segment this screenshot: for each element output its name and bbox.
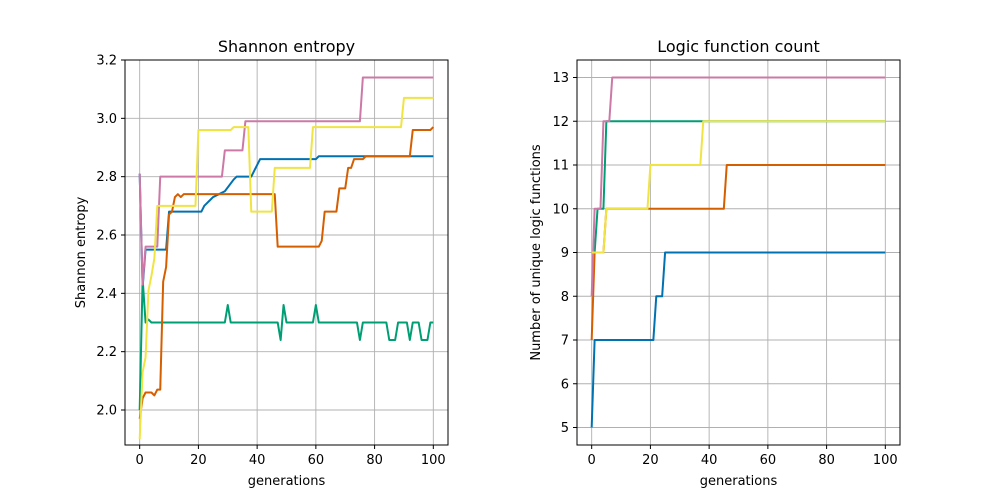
y-tick-label: 13 [552,71,569,86]
y-tick-label: 12 [552,115,569,130]
x-tick-label: 20 [190,453,207,468]
y-tick-label: 6 [561,377,569,392]
x-ticks: 0 20 40 60 80 100 [588,445,898,468]
y-axis-label: Shannon entropy [74,196,89,308]
x-tick-label: 100 [421,453,446,468]
y-tick-label: 9 [561,246,569,261]
series-line-4 [138,76,434,286]
y-tick-label: 2.2 [96,345,117,360]
chart-title: Logic function count [657,37,820,56]
plot-frame [124,59,449,446]
chart-panel-logic-function-count: 0 20 40 60 80 100 5 6 7 8 9 10 11 12 13 Logic functio… [529,37,901,489]
y-tick-label: 2.8 [96,170,117,185]
x-axis-label: generations [248,474,326,489]
x-tick-label: 100 [873,453,898,468]
series-line-5 [138,96,434,440]
x-tick-label: 60 [760,453,777,468]
y-tick-label: 3.0 [96,112,117,127]
grid [125,59,448,445]
x-axis-label: generations [700,474,778,489]
y-tick-label: 2.0 [96,404,117,419]
y-ticks: 2.0 2.2 2.4 2.6 2.8 3.0 3.2 [96,54,125,419]
series-line-2 [591,120,886,254]
x-tick-label: 60 [308,453,325,468]
y-tick-label: 2.4 [96,287,117,302]
x-tick-label: 20 [642,453,659,468]
chart-panel-shannon-entropy: 0 20 40 60 80 100 2.0 2.2 2.4 2.6 2.8 3.0 3.2 Shann… [74,37,449,489]
y-tick-label: 2.6 [96,229,117,244]
y-ticks: 5 6 7 8 9 10 11 12 13 [552,71,577,436]
series-line-5 [591,120,886,254]
x-tick-label: 40 [701,453,718,468]
y-tick-label: 8 [561,290,569,305]
x-tick-label: 80 [366,453,383,468]
y-axis-label: Number of unique logic functions [529,144,544,361]
series-line-3 [138,126,435,419]
x-ticks: 0 20 40 60 80 100 [136,445,446,468]
series-line-4 [590,76,886,297]
series-lines [590,76,886,428]
x-tick-label: 0 [588,453,596,468]
y-tick-label: 7 [561,334,569,349]
y-tick-label: 11 [552,159,569,174]
series-line-2 [138,277,434,411]
chart-title: Shannon entropy [218,37,355,56]
x-tick-label: 80 [818,453,835,468]
y-tick-label: 3.2 [96,54,117,69]
y-tick-label: 5 [561,421,569,436]
x-tick-label: 40 [249,453,266,468]
series-line-1 [590,251,886,428]
series-lines [138,76,435,440]
x-tick-label: 0 [136,453,144,468]
y-tick-label: 10 [552,202,569,217]
